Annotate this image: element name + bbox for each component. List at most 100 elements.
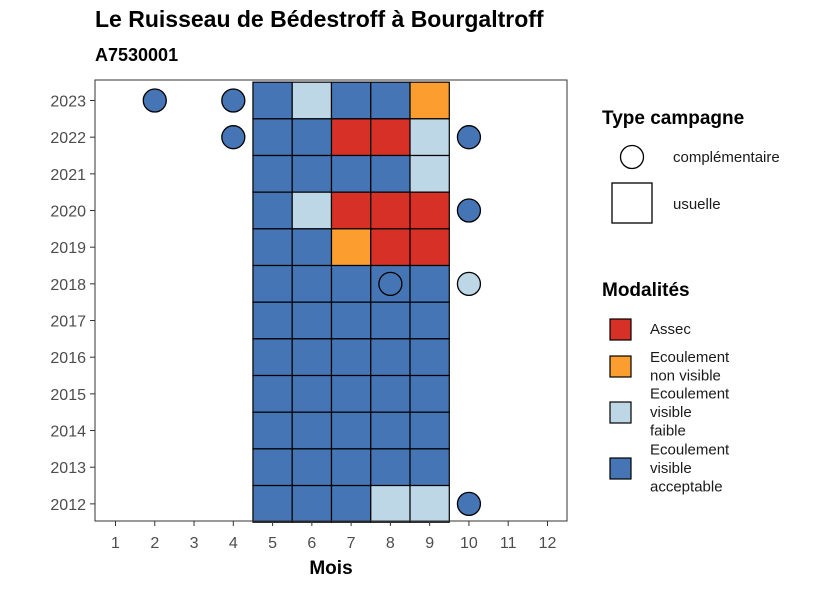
tile-2022-5 <box>252 118 293 157</box>
tile-2020-8 <box>370 191 411 230</box>
legend-label-faible: Ecoulement <box>650 386 730 403</box>
tile-2015-8 <box>370 374 411 413</box>
x-tick-label: 12 <box>539 535 557 552</box>
tile-2016-5 <box>252 338 293 377</box>
legend-key-non_visible <box>609 355 632 378</box>
y-tick-label: 2014 <box>50 424 86 441</box>
point-2023-4 <box>221 88 246 113</box>
chart-subtitle: A7530001 <box>95 45 179 65</box>
tile-2014-8 <box>370 411 411 450</box>
legend-campaign-label: usuelle <box>673 196 721 213</box>
x-axis-title: Mois <box>309 558 352 579</box>
point-2018-8 <box>378 271 403 297</box>
tile-2013-6 <box>291 448 333 487</box>
legend-label-faible: visible <box>650 404 692 421</box>
tile-2017-6 <box>291 301 333 340</box>
x-tick-label: 8 <box>386 535 395 552</box>
tile-2016-9 <box>409 338 450 377</box>
tile-2014-6 <box>291 411 333 450</box>
legend-label-non_visible: non visible <box>650 367 721 384</box>
x-tick-label: 5 <box>268 535 277 552</box>
tile-2012-7 <box>330 484 372 523</box>
y-tick-label: 2019 <box>50 240 86 257</box>
legend-label-assec: Assec <box>650 321 691 338</box>
tile-2013-5 <box>252 448 293 487</box>
x-tick-label: 10 <box>460 535 478 552</box>
tile-2018-9 <box>409 264 450 303</box>
x-tick-label: 7 <box>347 535 356 552</box>
tile-2022-9 <box>409 118 450 157</box>
chart-title: Le Ruisseau de Bédestroff à Bourgaltroff <box>95 6 544 32</box>
point-2022-10 <box>456 125 482 150</box>
tile-2012-6 <box>291 484 333 523</box>
legend-modalites-title: Modalités <box>602 280 690 301</box>
tile-2023-5 <box>252 81 293 120</box>
legend-key-acceptable <box>609 457 632 480</box>
x-tick-label: 11 <box>500 535 517 552</box>
y-tick-label: 2016 <box>50 350 86 367</box>
tile-2021-9 <box>409 154 450 193</box>
x-tick-label: 3 <box>190 535 199 552</box>
tile-2019-5 <box>252 228 293 267</box>
legend-key-faible <box>609 401 632 424</box>
tile-2019-7 <box>330 228 372 267</box>
tile-2021-8 <box>370 154 411 193</box>
tile-2014-9 <box>409 411 450 450</box>
tile-2016-6 <box>291 338 333 377</box>
tile-2012-9 <box>409 484 450 523</box>
x-tick-label: 9 <box>425 535 434 552</box>
plot-border <box>94 79 568 522</box>
y-tick-label: 2018 <box>50 277 86 294</box>
point-2018-10 <box>456 271 482 297</box>
tile-2013-7 <box>330 448 372 487</box>
x-tick-label: 1 <box>111 535 120 552</box>
tile-2015-9 <box>409 374 450 413</box>
tile-2017-9 <box>409 301 450 340</box>
tile-2022-6 <box>291 118 333 157</box>
tile-2022-7 <box>330 118 372 157</box>
tile-2018-5 <box>252 264 293 303</box>
tile-2015-6 <box>291 374 333 413</box>
tile-2012-8 <box>370 484 411 523</box>
point-2020-10 <box>456 198 482 223</box>
y-tick-label: 2022 <box>50 130 86 147</box>
tile-2023-7 <box>330 81 372 120</box>
y-tick-label: 2020 <box>50 204 86 221</box>
y-tick-label: 2012 <box>50 497 86 514</box>
tile-2017-7 <box>330 301 372 340</box>
tile-2018-7 <box>330 264 372 303</box>
tile-2019-9 <box>409 228 450 267</box>
legend-circle-key <box>619 144 645 170</box>
tile-2020-7 <box>330 191 372 230</box>
tile-2015-5 <box>252 374 293 413</box>
y-tick-label: 2015 <box>50 387 86 404</box>
tile-2021-7 <box>330 154 372 193</box>
legend-label-non_visible: Ecoulement <box>650 349 730 366</box>
tile-2014-5 <box>252 411 293 450</box>
tile-2021-6 <box>291 154 333 193</box>
tile-2017-8 <box>370 301 411 340</box>
tile-2022-8 <box>370 118 411 157</box>
tile-2016-7 <box>330 338 372 377</box>
tile-2017-5 <box>252 301 293 340</box>
tile-2014-7 <box>330 411 372 450</box>
y-tick-label: 2023 <box>50 94 86 111</box>
legend-label-acceptable: visible <box>650 460 692 477</box>
legend-campaign-label: complémentaire <box>673 149 780 166</box>
tile-2023-8 <box>370 81 411 120</box>
legend-campaign-title: Type campagne <box>602 108 744 129</box>
point-2022-4 <box>221 125 246 150</box>
tile-2020-5 <box>252 191 293 230</box>
tile-2016-8 <box>370 338 411 377</box>
tile-2012-5 <box>252 484 293 523</box>
tile-2013-8 <box>370 448 411 487</box>
legend-label-acceptable: Ecoulement <box>650 442 730 459</box>
tile-2019-6 <box>291 228 333 267</box>
y-tick-label: 2013 <box>50 460 86 477</box>
legend-label-acceptable: acceptable <box>650 479 723 496</box>
tile-2018-6 <box>291 264 333 303</box>
tile-2020-6 <box>291 191 333 230</box>
tile-2023-6 <box>291 81 333 120</box>
x-tick-label: 6 <box>307 535 316 552</box>
